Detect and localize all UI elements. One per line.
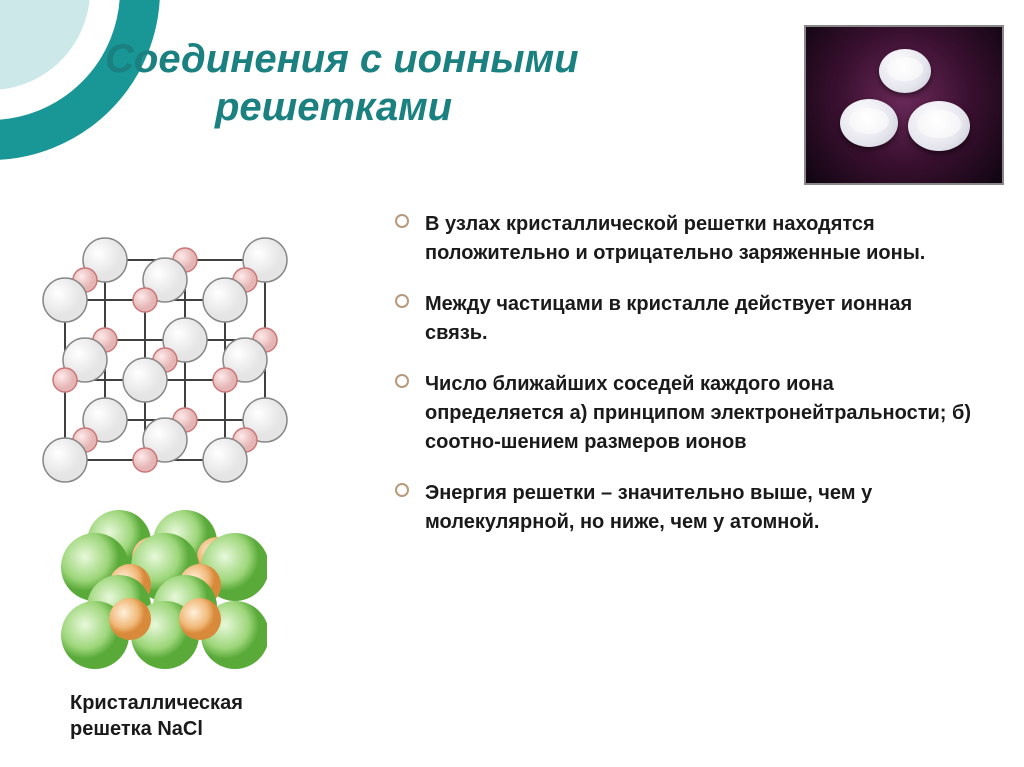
lattice-diagram [35, 220, 305, 490]
bullet-text: Энергия решетки – значительно выше, чем … [425, 479, 975, 537]
title-line1: Соединения с ионными [105, 35, 579, 83]
bullet-icon [395, 214, 409, 228]
bullets-column: В узлах кристаллической решетки находятс… [375, 200, 975, 742]
list-item: Между частицами в кристалле действует ио… [395, 290, 975, 348]
list-item: Число ближайших соседей каждого иона опр… [395, 370, 975, 457]
title-line2: решетками [215, 83, 579, 131]
petri-dish [840, 99, 898, 147]
figure-caption: Кристаллическая решетка NaCl [70, 690, 375, 742]
petri-dish [879, 49, 931, 93]
list-item: Энергия решетки – значительно выше, чем … [395, 479, 975, 537]
bullet-text: Число ближайших соседей каждого иона опр… [425, 370, 975, 457]
caption-line2: решетка NaCl [70, 716, 375, 742]
slide-title: Соединения с ионными решетками [105, 35, 579, 131]
bullet-icon [395, 374, 409, 388]
list-item: В узлах кристаллической решетки находятс… [395, 210, 975, 268]
figures-column: Кристаллическая решетка NaCl [35, 200, 375, 742]
petri-dish [908, 101, 970, 151]
bullet-text: Между частицами в кристалле действует ио… [425, 290, 975, 348]
bullet-icon [395, 294, 409, 308]
sample-photo [804, 25, 1004, 185]
packed-diagram [57, 507, 267, 677]
content-area: Кристаллическая решетка NaCl В узлах кри… [35, 200, 995, 742]
bullet-icon [395, 483, 409, 497]
bullet-text: В узлах кристаллической решетки находятс… [425, 210, 975, 268]
caption-line1: Кристаллическая [70, 690, 375, 716]
